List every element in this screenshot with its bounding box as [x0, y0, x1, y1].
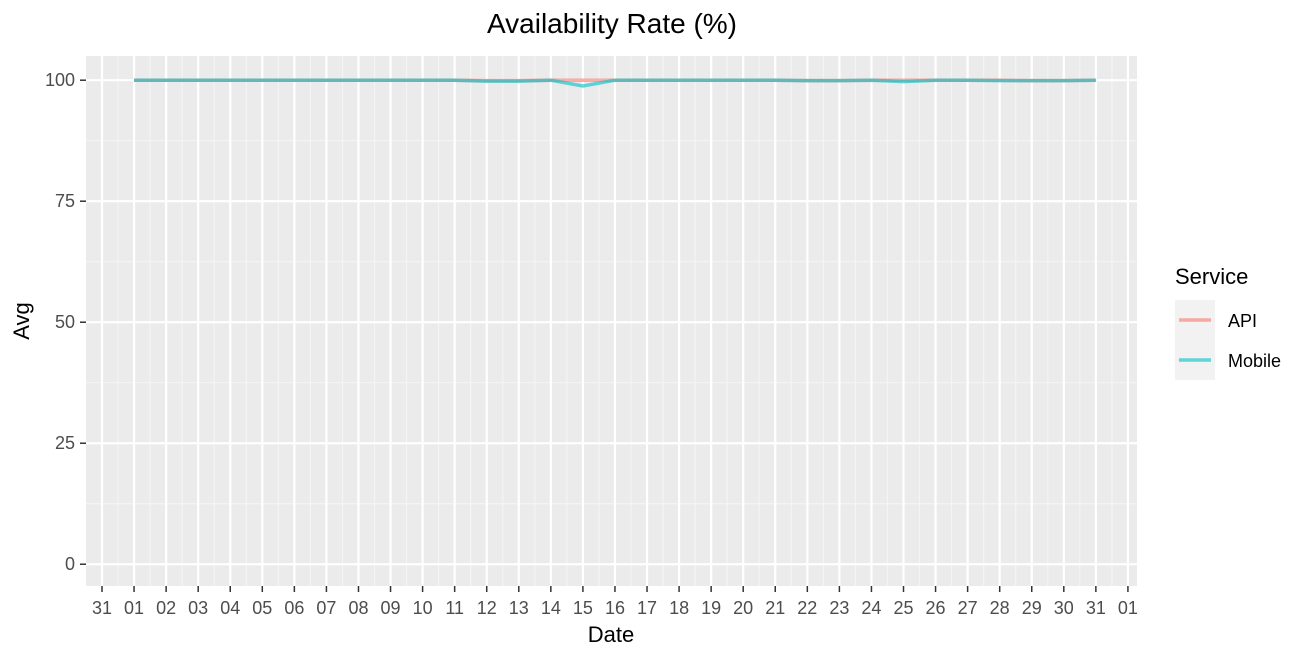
- x-tick-label: 28: [990, 598, 1010, 618]
- x-tick-label: 08: [348, 598, 368, 618]
- x-tick-label: 24: [861, 598, 881, 618]
- legend-title: Service: [1175, 264, 1248, 289]
- x-tick-label: 04: [220, 598, 240, 618]
- x-tick-label: 21: [765, 598, 785, 618]
- x-tick-label: 16: [605, 598, 625, 618]
- x-tick-label: 01: [124, 598, 144, 618]
- grid-major: [86, 56, 1137, 586]
- x-tick-label: 05: [252, 598, 272, 618]
- x-axis: 31 01 02 03 04 05 06 07 08 09 10 11 12 13 14 15 16 17 18 19…: [92, 586, 1138, 618]
- x-tick-label: 09: [381, 598, 401, 618]
- x-tick-label: 20: [733, 598, 753, 618]
- x-tick-label: 17: [637, 598, 657, 618]
- x-tick-label: 22: [797, 598, 817, 618]
- y-tick-label: 25: [55, 433, 75, 453]
- y-axis: 0 25 50 75 100: [45, 70, 86, 574]
- x-tick-label: 26: [926, 598, 946, 618]
- x-tick-label: 14: [541, 598, 561, 618]
- x-tick-label: 10: [413, 598, 433, 618]
- y-tick-label: 0: [65, 554, 75, 574]
- x-tick-label: 31: [92, 598, 112, 618]
- x-tick-label: 02: [156, 598, 176, 618]
- x-tick-label: 11: [445, 598, 464, 618]
- x-tick-label: 01: [1118, 598, 1138, 618]
- x-axis-title: Date: [588, 622, 634, 646]
- x-tick-label: 13: [509, 598, 529, 618]
- y-tick-label: 100: [45, 70, 75, 90]
- y-tick-label: 50: [55, 312, 75, 332]
- y-axis-title: Avg: [9, 302, 34, 340]
- series-lines: [134, 78, 1096, 88]
- x-tick-label: 19: [701, 598, 721, 618]
- x-tick-label: 12: [477, 598, 497, 618]
- x-tick-label: 07: [316, 598, 336, 618]
- y-tick-label: 75: [55, 191, 75, 211]
- legend-label-api: API: [1228, 311, 1257, 331]
- x-tick-label: 18: [669, 598, 689, 618]
- x-tick-label: 25: [893, 598, 913, 618]
- x-tick-label: 30: [1054, 598, 1074, 618]
- legend: Service API Mobile: [1175, 264, 1281, 380]
- x-tick-label: 23: [829, 598, 849, 618]
- grid-minor: [86, 56, 1137, 586]
- legend-label-mobile: Mobile: [1228, 351, 1281, 371]
- x-tick-label: 06: [284, 598, 304, 618]
- x-tick-label: 15: [573, 598, 593, 618]
- x-tick-label: 27: [958, 598, 978, 618]
- x-tick-label: 03: [188, 598, 208, 618]
- chart-title: Availability Rate (%): [486, 8, 738, 39]
- x-tick-label: 29: [1022, 598, 1042, 618]
- plot-panel: [86, 56, 1137, 586]
- x-tick-label: 31: [1086, 598, 1106, 618]
- series-line-mobile: [134, 78, 1096, 88]
